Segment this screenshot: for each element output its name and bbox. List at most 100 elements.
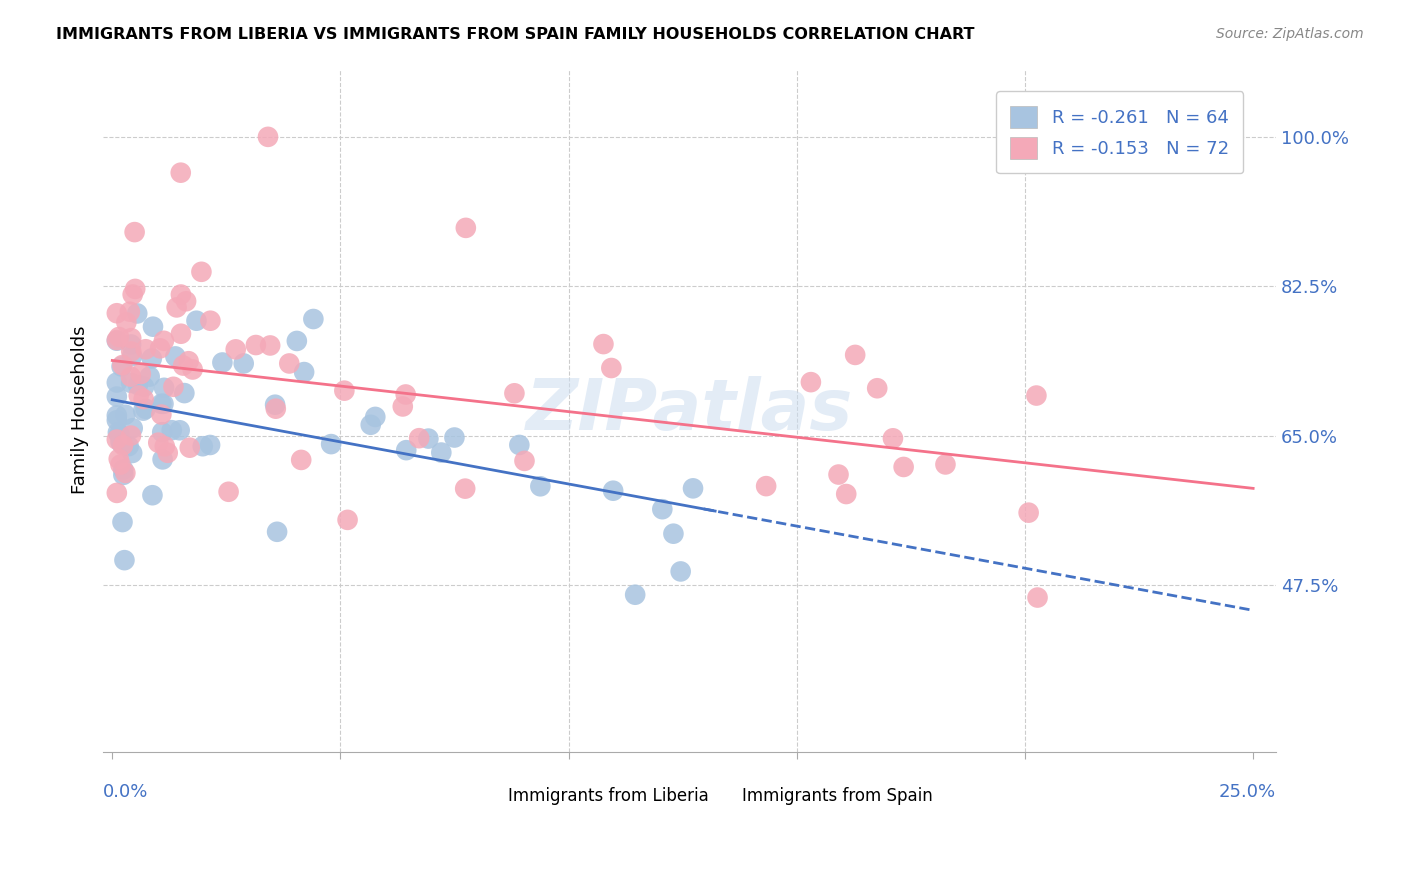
Point	[682, 481, 704, 495]
Point	[302, 312, 325, 326]
Point	[173, 386, 195, 401]
Point	[121, 446, 143, 460]
Point	[127, 378, 149, 392]
Point	[266, 524, 288, 539]
Point	[156, 446, 179, 460]
Point	[111, 515, 134, 529]
Legend: R = -0.261   N = 64, R = -0.153   N = 72: R = -0.261 N = 64, R = -0.153 N = 72	[995, 91, 1243, 173]
Text: ZIPatlas: ZIPatlas	[526, 376, 853, 445]
Point	[191, 439, 214, 453]
Point	[882, 431, 904, 445]
Point	[934, 458, 956, 472]
Text: 0.0%: 0.0%	[103, 782, 149, 801]
Point	[120, 428, 142, 442]
Point	[395, 387, 418, 401]
Point	[121, 349, 143, 363]
Point	[264, 398, 287, 412]
Point	[107, 425, 129, 440]
Point	[148, 435, 170, 450]
Point	[508, 438, 530, 452]
Point	[624, 588, 647, 602]
Point	[120, 369, 142, 384]
Point	[127, 306, 149, 320]
Point	[169, 423, 191, 437]
Point	[1026, 591, 1049, 605]
Point	[835, 487, 858, 501]
Point	[430, 445, 453, 459]
Point	[108, 427, 131, 442]
Point	[142, 319, 165, 334]
Point	[153, 439, 176, 453]
Point	[186, 314, 208, 328]
Point	[124, 225, 146, 239]
Text: IMMIGRANTS FROM LIBERIA VS IMMIGRANTS FROM SPAIN FAMILY HOUSEHOLDS CORRELATION C: IMMIGRANTS FROM LIBERIA VS IMMIGRANTS FR…	[56, 27, 974, 42]
Point	[321, 437, 343, 451]
Point	[408, 431, 430, 445]
Point	[118, 304, 141, 318]
Point	[152, 397, 174, 411]
Point	[153, 381, 176, 395]
Point	[141, 351, 163, 366]
Point	[141, 488, 163, 502]
Point	[292, 365, 315, 379]
Point	[662, 526, 685, 541]
Point	[827, 467, 849, 482]
Point	[108, 330, 131, 344]
Point	[174, 294, 197, 309]
Point	[110, 458, 132, 472]
Point	[198, 438, 221, 452]
Point	[259, 338, 281, 352]
Y-axis label: Family Households: Family Households	[72, 326, 89, 494]
Point	[124, 282, 146, 296]
Point	[121, 287, 143, 301]
Point	[225, 343, 247, 357]
Point	[218, 484, 240, 499]
Point	[162, 380, 184, 394]
Point	[336, 513, 359, 527]
Point	[128, 388, 150, 402]
Point	[443, 430, 465, 444]
Point	[1018, 506, 1040, 520]
Point	[107, 451, 129, 466]
Point	[245, 338, 267, 352]
Point	[115, 315, 138, 329]
Point	[278, 356, 301, 370]
Point	[360, 417, 382, 432]
Point	[152, 452, 174, 467]
Point	[112, 462, 135, 476]
Point	[177, 354, 200, 368]
Text: Source: ZipAtlas.com: Source: ZipAtlas.com	[1216, 27, 1364, 41]
Point	[200, 314, 222, 328]
Point	[121, 421, 143, 435]
Point	[529, 479, 551, 493]
Point	[120, 376, 142, 390]
Point	[114, 466, 136, 480]
Point	[105, 376, 128, 390]
Point	[179, 441, 201, 455]
Point	[138, 369, 160, 384]
Point	[105, 433, 128, 447]
Text: 25.0%: 25.0%	[1219, 782, 1277, 801]
Point	[170, 287, 193, 301]
Point	[118, 439, 141, 453]
Point	[135, 343, 157, 357]
Point	[129, 367, 152, 381]
Point	[105, 486, 128, 500]
Point	[105, 333, 128, 347]
Point	[866, 381, 889, 395]
Point	[844, 348, 866, 362]
Point	[112, 467, 135, 482]
Point	[120, 331, 142, 345]
Point	[454, 482, 477, 496]
Point	[170, 166, 193, 180]
Point	[190, 265, 212, 279]
Point	[893, 459, 915, 474]
Point	[391, 400, 413, 414]
Point	[105, 413, 128, 427]
Point	[264, 401, 287, 416]
Point	[150, 425, 173, 440]
Point	[132, 403, 155, 417]
Point	[111, 358, 134, 372]
Point	[364, 409, 387, 424]
Point	[669, 565, 692, 579]
